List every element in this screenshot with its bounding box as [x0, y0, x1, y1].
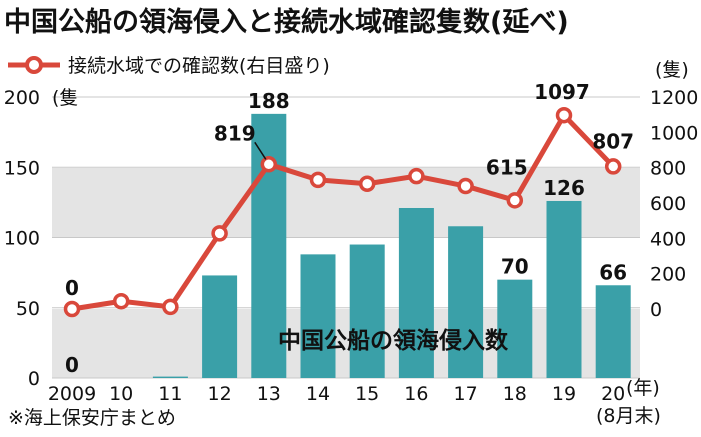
line-point-18	[506, 192, 524, 209]
bar-value-label: 126	[543, 176, 585, 200]
bar-series-label: 中国公船の領海侵入数	[278, 327, 509, 354]
x-tick-label: 18	[503, 383, 527, 405]
line-point-12	[211, 225, 228, 242]
line-point-20	[604, 158, 622, 175]
x-tick-label: 2009	[48, 383, 96, 405]
label-leader-line	[254, 141, 267, 160]
right-tick-label: 1200	[650, 87, 698, 109]
line-point-10	[112, 292, 130, 310]
line-value-label: 807	[592, 129, 634, 153]
right-tick-label: 800	[650, 158, 686, 180]
line-point-16	[408, 167, 425, 185]
x-tick-label: 11	[158, 383, 182, 405]
line-value-label: 819	[214, 121, 256, 145]
x-tick-label: 14	[306, 383, 330, 405]
line-value-label: 1097	[534, 80, 590, 104]
left-tick-label: 100	[4, 228, 40, 250]
left-tick-label: 200	[4, 87, 40, 109]
bar-16	[398, 207, 434, 378]
line-point-13	[260, 156, 278, 173]
x-tick-label: 10	[109, 383, 133, 405]
line-point-15	[358, 175, 376, 192]
x-tick-label: 19	[552, 383, 576, 405]
x-tick-label: 20	[601, 383, 625, 405]
right-tick-label: 200	[650, 264, 686, 286]
chart-title: 中国公船の領海侵入と接続水域確認隻数(延べ)	[4, 6, 569, 38]
left-tick-label: 0	[28, 368, 40, 390]
gridlines	[52, 96, 640, 379]
x-tick-label: 15	[355, 383, 379, 405]
x-tick-label: 17	[454, 383, 478, 405]
bar-11	[152, 376, 188, 378]
bar-15	[349, 244, 385, 378]
right-axis-unit: (隻)	[655, 59, 689, 81]
left-tick-label: 150	[4, 157, 40, 179]
source-note: ※海上保安庁まとめ	[8, 407, 176, 429]
bar-18	[497, 279, 533, 378]
bar-20	[595, 285, 631, 378]
bar-14	[300, 254, 336, 378]
legend: 接続水域での確認数(右目盛り)	[8, 55, 330, 77]
left-axis-unit: (隻	[52, 87, 78, 109]
bar-value-label: 70	[501, 255, 529, 279]
line-point-14	[309, 171, 327, 189]
line-point-11	[162, 298, 179, 316]
right-axis-ticks: 0 200 400 600 800 1000 1200	[650, 87, 698, 321]
bar-12	[202, 275, 238, 378]
line-series	[63, 106, 622, 318]
bar-value-label: 0	[65, 353, 79, 377]
x-axis-ticks: 2009 10 11 12 13 14 15 16 17 18 19 20	[48, 383, 625, 405]
band-lower	[52, 309, 640, 378]
bar-17	[448, 226, 484, 378]
x-last-note: (8月末)	[596, 405, 661, 427]
line-point-19	[555, 106, 573, 124]
x-axis-unit: (年)	[626, 377, 660, 399]
line-path	[71, 112, 616, 312]
x-tick-label: 13	[257, 383, 281, 405]
right-tick-label: 600	[650, 193, 686, 215]
bars	[152, 113, 631, 379]
bar-19	[546, 200, 582, 378]
line-point-2009	[63, 300, 81, 318]
left-axis-ticks: 0 50 100 150 200	[4, 87, 40, 390]
bar-value-label: 66	[599, 260, 627, 284]
legend-circle-marker	[25, 56, 43, 74]
bar-value-label: 188	[248, 89, 290, 113]
line-value-label: 615	[486, 155, 528, 179]
left-tick-label: 50	[16, 298, 40, 320]
x-tick-label: 12	[208, 383, 232, 405]
data-labels: 0 188 70 126 66 0 819 615 1097 807	[65, 80, 634, 377]
right-tick-label: 0	[650, 299, 662, 321]
line-point-17	[457, 177, 474, 195]
right-tick-label: 1000	[650, 122, 698, 144]
x-tick-label: 16	[404, 383, 428, 405]
legend-line-label: 接続水域での確認数(右目盛り)	[68, 55, 330, 77]
line-value-label: 0	[65, 276, 79, 300]
right-tick-label: 400	[650, 228, 686, 250]
